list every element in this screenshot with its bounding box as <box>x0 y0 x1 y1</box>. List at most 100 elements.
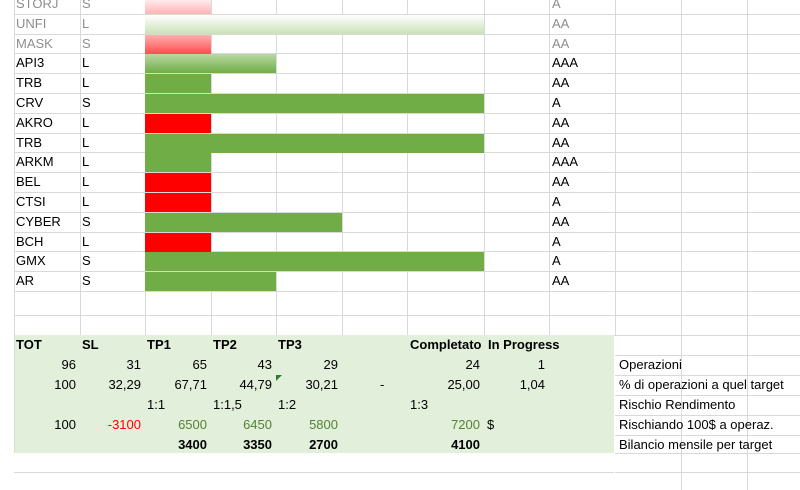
trade-progress-bar[interactable] <box>145 193 211 212</box>
risking-tot[interactable]: 100 <box>54 417 76 432</box>
label-risking[interactable]: Rischiando 100$ a operaz. <box>619 417 774 432</box>
trade-rating[interactable]: AA <box>552 273 570 288</box>
label-risk[interactable]: Rischio Rendimento <box>619 397 736 412</box>
trade-rating[interactable]: AA <box>552 135 570 150</box>
trade-rating[interactable]: AA <box>552 174 570 189</box>
trade-progress-bar[interactable] <box>145 173 211 192</box>
trade-rating[interactable]: AAA <box>552 55 579 70</box>
trade-side[interactable]: L <box>82 55 90 70</box>
trade-rating[interactable]: AA <box>552 75 570 90</box>
trade-rating[interactable]: A <box>552 194 561 209</box>
trade-rating[interactable]: AAA <box>552 154 579 169</box>
trade-ticker[interactable]: TRB <box>16 135 42 150</box>
trade-ticker[interactable]: STORJ <box>16 0 59 11</box>
risking-tp1[interactable]: 6500 <box>178 417 207 432</box>
risking-completato[interactable]: 7200 <box>451 417 480 432</box>
trade-ticker[interactable]: ARKM <box>16 154 54 169</box>
label-percent[interactable]: % di operazioni a quel target <box>619 377 784 392</box>
trade-side[interactable]: S <box>82 253 91 268</box>
trade-rating[interactable]: A <box>552 95 561 110</box>
trade-side[interactable]: S <box>82 273 91 288</box>
trade-progress-bar[interactable] <box>145 54 276 73</box>
trade-ticker[interactable]: TRB <box>16 75 42 90</box>
percent-tp1[interactable]: 67,71 <box>174 377 207 392</box>
operazioni-sl[interactable]: 31 <box>126 357 141 372</box>
trade-rating[interactable]: AA <box>552 115 570 130</box>
percent-tot[interactable]: 100 <box>54 377 76 392</box>
trade-rating[interactable]: AA <box>552 214 570 229</box>
percent-in-progress[interactable]: 1,04 <box>519 377 545 392</box>
operazioni-tp2[interactable]: 43 <box>257 357 272 372</box>
trade-progress-bar[interactable] <box>145 134 484 153</box>
trade-ticker[interactable]: UNFI <box>16 16 47 31</box>
trade-progress-bar[interactable] <box>145 15 484 34</box>
trade-rating[interactable]: A <box>552 234 561 249</box>
trade-side[interactable]: L <box>82 75 90 90</box>
trade-progress-bar[interactable] <box>145 114 211 133</box>
trade-ticker[interactable]: CRV <box>16 95 44 110</box>
header-in-progress[interactable]: In Progress <box>488 337 560 352</box>
trade-progress-bar[interactable] <box>145 153 211 172</box>
trade-ticker[interactable]: AR <box>16 273 35 288</box>
header-completato[interactable]: Completato <box>410 337 482 352</box>
trade-side[interactable]: S <box>82 95 91 110</box>
percent-completato[interactable]: 25,00 <box>447 377 480 392</box>
risking-sl[interactable]: -3100 <box>107 417 141 432</box>
label-operazioni[interactable]: Operazioni <box>619 357 682 372</box>
trade-side[interactable]: L <box>82 115 90 130</box>
trade-progress-bar[interactable] <box>145 35 211 54</box>
percent-dash[interactable]: - <box>380 377 385 392</box>
risk-completato[interactable]: 1:3 <box>410 397 429 412</box>
trade-side[interactable]: L <box>82 16 90 31</box>
trade-side[interactable]: L <box>82 135 90 150</box>
monthly-tp3[interactable]: 2700 <box>309 437 338 452</box>
header-sl[interactable]: SL <box>82 337 99 352</box>
trade-ticker[interactable]: MASK <box>16 36 53 51</box>
trade-side[interactable]: L <box>82 154 90 169</box>
trade-side[interactable]: S <box>82 214 91 229</box>
trade-ticker[interactable]: API3 <box>16 55 45 70</box>
risking-currency[interactable]: $ <box>487 417 495 432</box>
trade-side[interactable]: S <box>82 0 91 11</box>
trade-ticker[interactable]: GMX <box>16 253 46 268</box>
operazioni-in-progress[interactable]: 1 <box>537 357 545 372</box>
header-tp3[interactable]: TP3 <box>278 337 302 352</box>
percent-tp3[interactable]: 30,21 <box>305 377 338 392</box>
percent-sl[interactable]: 32,29 <box>108 377 141 392</box>
operazioni-tot[interactable]: 96 <box>61 357 76 372</box>
risk-tp2[interactable]: 1:1,5 <box>213 397 242 412</box>
operazioni-completato[interactable]: 24 <box>465 357 480 372</box>
monthly-tp1[interactable]: 3400 <box>178 437 207 452</box>
risking-tp3[interactable]: 5800 <box>309 417 338 432</box>
operazioni-tp3[interactable]: 29 <box>323 357 338 372</box>
risking-tp2[interactable]: 6450 <box>243 417 272 432</box>
trade-progress-bar[interactable] <box>145 0 211 14</box>
trade-progress-bar[interactable] <box>145 272 276 291</box>
trade-side[interactable]: L <box>82 174 90 189</box>
header-tp1[interactable]: TP1 <box>147 337 171 352</box>
trade-progress-bar[interactable] <box>145 94 484 113</box>
trade-rating[interactable]: AA <box>552 16 570 31</box>
label-monthly[interactable]: Bilancio mensile per target <box>619 437 773 452</box>
trade-progress-bar[interactable] <box>145 74 211 93</box>
trade-progress-bar[interactable] <box>145 233 211 252</box>
trade-progress-bar[interactable] <box>145 213 342 232</box>
risk-tp3[interactable]: 1:2 <box>278 397 297 412</box>
percent-tp2[interactable]: 44,79 <box>239 377 272 392</box>
monthly-tp2[interactable]: 3350 <box>243 437 272 452</box>
risk-tp1[interactable]: 1:1 <box>147 397 166 412</box>
trade-ticker[interactable]: AKRO <box>16 115 53 130</box>
operazioni-tp1[interactable]: 65 <box>192 357 207 372</box>
trade-ticker[interactable]: BCH <box>16 234 44 249</box>
trade-rating[interactable]: AA <box>552 36 570 51</box>
trade-progress-bar[interactable] <box>145 252 484 271</box>
trade-rating[interactable]: A <box>552 253 561 268</box>
trade-side[interactable]: S <box>82 36 91 51</box>
trade-ticker[interactable]: BEL <box>16 174 41 189</box>
trade-rating[interactable]: A <box>552 0 561 11</box>
monthly-completato[interactable]: 4100 <box>451 437 480 452</box>
trade-ticker[interactable]: CTSI <box>16 194 46 209</box>
trade-side[interactable]: L <box>82 234 90 249</box>
header-tot[interactable]: TOT <box>16 337 42 352</box>
